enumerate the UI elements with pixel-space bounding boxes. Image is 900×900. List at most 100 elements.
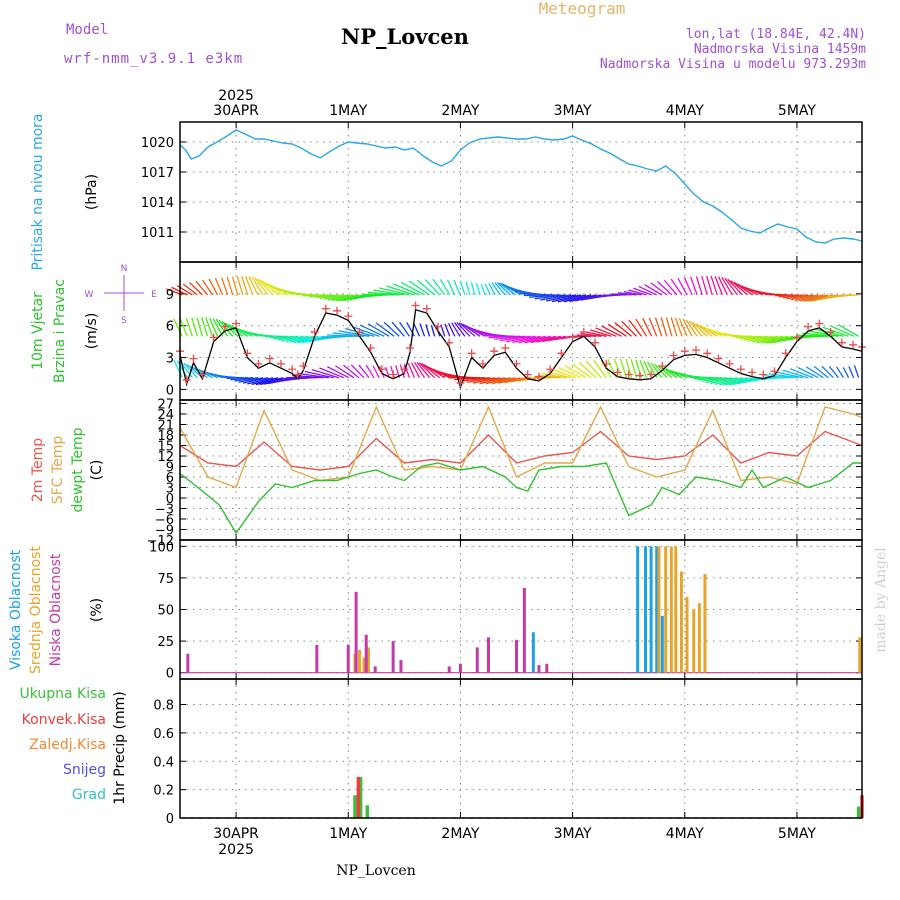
wind-barb: [842, 367, 850, 379]
wind-marker: [635, 371, 644, 380]
wind-barb: [256, 278, 274, 296]
wind-barb: [498, 377, 521, 384]
wind-barb: [794, 294, 819, 302]
wind-barb: [230, 377, 253, 381]
wind-barb: [638, 285, 658, 296]
bottom-date-label: 3MAY: [554, 826, 592, 842]
wind-marker: [736, 365, 745, 374]
wind-barb: [418, 362, 436, 379]
wind-barb: [470, 282, 476, 296]
bar-srednja-oblacnost: [697, 603, 701, 673]
bar-niska-oblacnost: [354, 591, 358, 673]
bottom-date-label: 2MAY: [441, 826, 479, 842]
wind-marker: [400, 365, 409, 374]
wind-barb: [338, 330, 370, 337]
station-title: NP_Lovcen: [341, 24, 469, 49]
wind-barb: [536, 335, 561, 343]
unit-wind: (m/s): [84, 313, 100, 350]
wind-marker: [579, 328, 588, 337]
compass-cross: [104, 275, 144, 311]
top-date-label: 4MAY: [666, 103, 704, 119]
wind-barb: [717, 276, 728, 296]
wind-barb: [650, 362, 663, 379]
wind-barb: [285, 335, 309, 343]
label-cloud-mid: Srednja Oblacnost: [28, 546, 44, 674]
wind-barb: [756, 335, 784, 344]
unit-temp: (C): [89, 460, 105, 481]
bar-niska-oblacnost: [186, 653, 190, 673]
wind-barb: [202, 279, 214, 296]
compass-e: E: [151, 290, 157, 300]
wind-marker: [377, 365, 386, 374]
y-tick-label: 15: [157, 440, 174, 455]
compass-n: N: [121, 264, 128, 274]
label-temp-sfc: SFC Temp: [50, 436, 66, 505]
wind-barb: [558, 367, 582, 379]
wind-barb: [723, 377, 753, 386]
y-tick-label: 0: [166, 492, 174, 507]
wind-barb: [251, 276, 264, 296]
y-tick-label: 0: [166, 812, 174, 827]
label-wind-1: 10m Vjetar: [30, 292, 46, 370]
label-pressure: Pritisak na nivou mora: [30, 113, 46, 270]
top-year-label: 2025: [218, 88, 254, 104]
wind-barb: [273, 335, 294, 340]
wind-barb: [391, 321, 405, 337]
bar-srednja-oblacnost: [357, 649, 361, 673]
wind-barb: [466, 377, 496, 383]
wind-barb: [500, 335, 531, 342]
wind-barb: [782, 369, 809, 379]
wind-barb: [692, 321, 708, 337]
wind-barb: [635, 318, 648, 337]
wind-marker: [512, 359, 521, 368]
y-tick-label: 24: [157, 408, 174, 423]
wind-barb: [630, 359, 638, 378]
wind-barb: [173, 318, 183, 337]
wind-barb: [412, 322, 421, 337]
wind-barb: [494, 335, 526, 340]
wind-barb: [663, 279, 678, 296]
bar-visoka-oblacnost: [660, 615, 664, 673]
wind-barb: [601, 325, 622, 337]
wind-marker: [254, 359, 263, 368]
wind-barb: [768, 373, 799, 379]
bar-niska-oblacnost: [364, 634, 368, 673]
wind-barb: [822, 326, 849, 337]
wind-barb: [730, 280, 749, 296]
wind-marker: [445, 338, 454, 347]
wind-barb: [208, 278, 219, 296]
wind-barb: [375, 322, 395, 337]
wind-barb: [456, 321, 471, 337]
wind-marker: [344, 312, 353, 321]
wind-marker: [209, 333, 218, 342]
top-date-label: 30APR: [213, 103, 259, 119]
bar-srednja-oblacnost: [674, 546, 678, 673]
bar-srednja-oblacnost: [664, 546, 668, 673]
wind-barb: [315, 294, 334, 299]
y-tick-label: 1011: [141, 226, 174, 241]
wind-barb: [259, 279, 279, 296]
wind-barb: [695, 276, 703, 296]
location-line: Nadmorska Visina 1459m: [694, 42, 866, 57]
bar-srednja-oblacnost: [366, 647, 370, 673]
wind-marker: [501, 343, 510, 352]
y-tick-label: 0.2: [153, 784, 174, 799]
wind-barb: [504, 377, 526, 384]
wind-barb: [220, 277, 229, 296]
wind-marker: [613, 368, 622, 377]
y-tick-label: 1014: [141, 196, 174, 211]
panel-temperature: [179, 399, 863, 541]
wind-barb: [761, 335, 789, 344]
wind-marker: [725, 359, 734, 368]
y-tick-label: 25: [157, 635, 174, 650]
y-tick-label: 6: [166, 320, 174, 335]
wind-barb: [674, 317, 683, 337]
wind-barb: [281, 335, 304, 342]
y-tick-label: 1020: [141, 136, 174, 151]
wind-barb: [494, 282, 506, 296]
wind-barb: [714, 377, 743, 385]
wind-barb: [803, 294, 829, 302]
wind-barb: [657, 365, 673, 379]
wind-barb: [830, 325, 854, 337]
